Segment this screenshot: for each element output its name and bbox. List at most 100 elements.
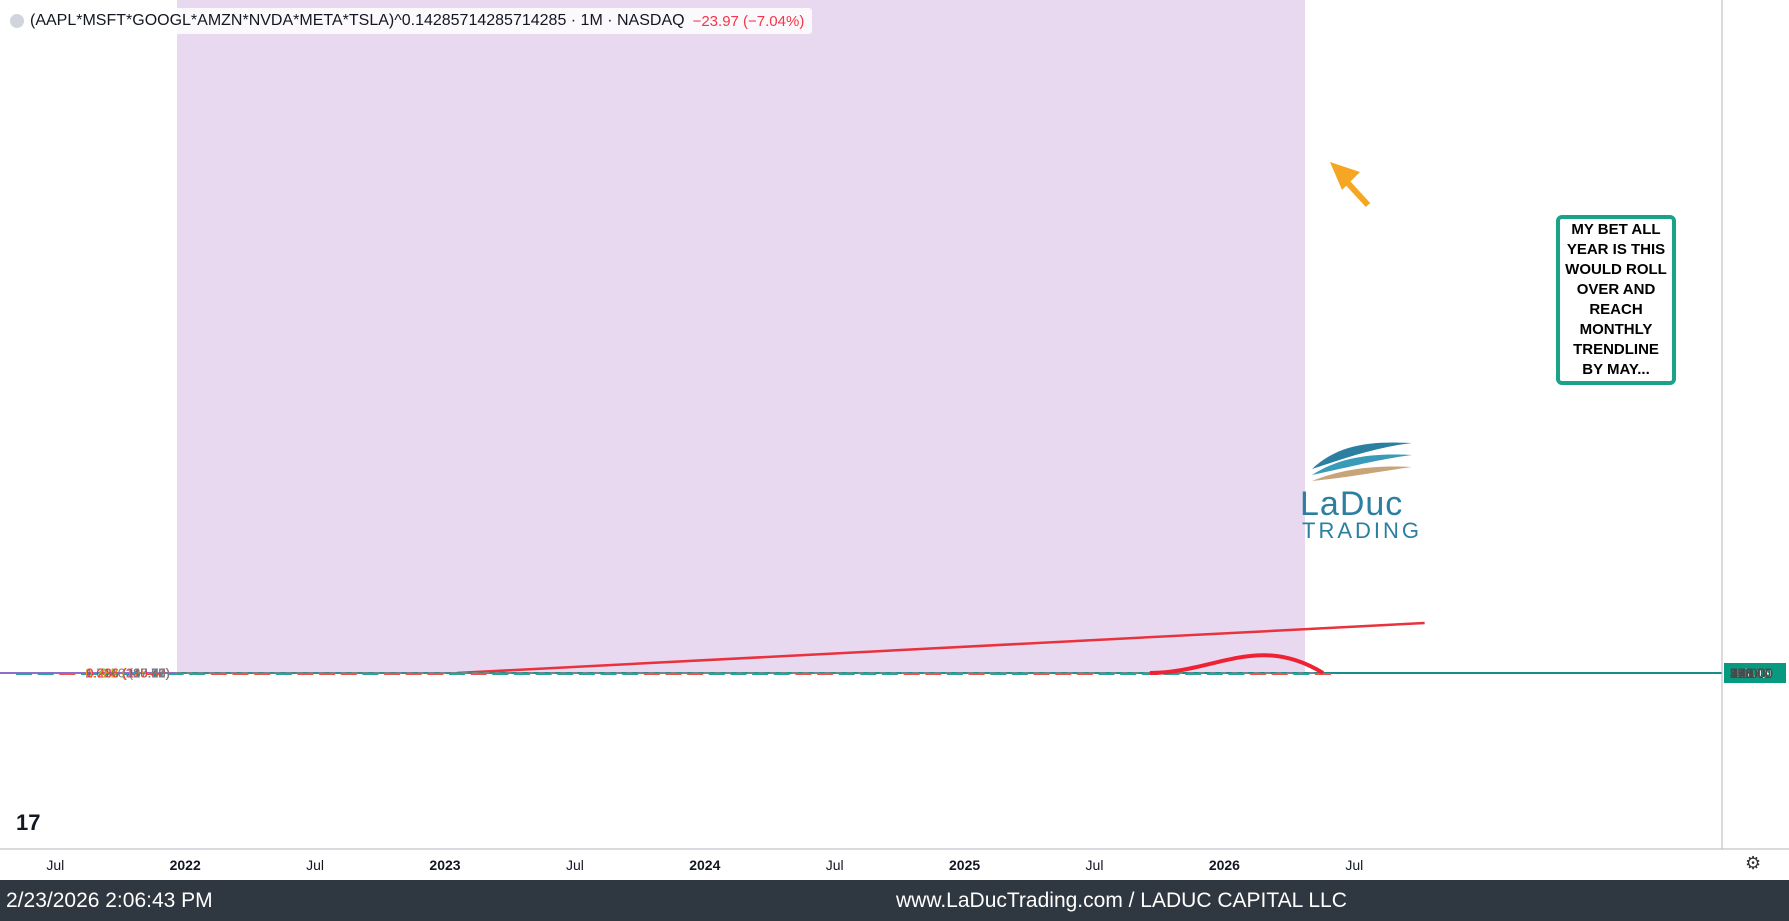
candle-2023-04 [513,673,530,675]
candle-2022-12 [427,673,444,675]
candle-body [254,673,271,675]
fib-label: 0 (87.35) [117,665,170,681]
candle-body [860,673,877,675]
candle-body [882,673,898,675]
candle-2025-08 [1120,673,1137,675]
candle-2024-03 [752,673,769,675]
candle-2026-03 [1271,673,1288,675]
price-axis-tick: 111.00 [1730,665,1771,681]
candle-body [513,673,530,675]
candle-body [795,673,812,675]
candle-body [557,673,574,675]
candle-body [622,673,639,675]
time-axis-tick: 2023 [429,857,461,873]
candle-2021-10 [124,673,141,675]
candle-body [752,673,769,675]
candle-body [1250,673,1267,675]
candle-2025-02 [990,673,1007,675]
price-tag: 87.19 [1724,663,1786,683]
candle-2021-11 [145,673,162,675]
candle-body [124,673,141,675]
fib-label: 2.618 (347.49) [85,665,170,681]
candle-2024-11 [925,673,942,675]
candle-body [1011,673,1028,675]
candle-body [1206,673,1223,675]
candle-body [838,673,855,675]
candle-2024-08 [860,673,877,675]
symbol-title: (AAPL*MSFT*GOOGL*AMZN*NVDA*META*TSLA)^0.… [30,12,685,29]
candle-body [80,673,97,675]
candle-body [1120,673,1137,675]
candle-2024-05 [795,673,812,675]
candle-body [384,673,401,675]
candle-body [16,673,32,675]
candle-2023-02 [470,673,487,675]
candle-2023-01 [449,673,465,675]
candle-body [492,673,509,675]
fib-label: 0.5 (137.03) [99,665,170,681]
candle-body [1315,673,1331,675]
candle-2021-08 [80,673,97,675]
candle-2024-02 [730,673,747,675]
candle-2022-10 [384,673,401,675]
price-axis-tick: 155.00 [1730,665,1773,681]
candle-2021-09 [102,673,119,675]
arrow-head [1330,162,1360,190]
fib-bands [177,0,1305,673]
candle-body [773,673,790,675]
candle-2021-12 [167,673,184,675]
candle-2022-11 [405,673,422,675]
candle-2025-04 [1033,673,1050,675]
timestamp: 2/23/2026 2:06:43 PM [6,889,213,912]
price-chart[interactable] [0,0,1789,880]
candle-body [535,673,552,675]
price-axis-tick: 79.00 [1730,665,1766,681]
candle-2022-04 [254,673,271,675]
candle-2025-07 [1098,673,1115,675]
candle-body [405,673,422,675]
candle-2025-10 [1163,673,1180,675]
price-axis-tick: 230.00 [1730,665,1773,681]
laduc-logo-icon [1312,442,1412,481]
candle-2021-06 [37,673,54,675]
price-axis-tick: 250.00 [1730,665,1773,681]
candle-body [362,673,379,675]
candle-2023-03 [492,673,509,675]
price-axis-tick: 93.00 [1730,665,1766,681]
time-axis-tick: 2026 [1208,857,1240,873]
candle-2024-06 [817,673,834,675]
tradingview-logo[interactable]: 17 [16,810,41,835]
candle-body [903,673,920,675]
candle-2022-07 [319,673,336,675]
gear-icon[interactable]: ⚙ [1745,853,1762,873]
footer-bar: 2/23/2026 2:06:43 PM www.LaDucTrading.co… [0,880,1789,921]
candle-body [319,673,336,675]
candle-2026-04 [1293,673,1310,675]
candle-2022-06 [297,673,314,675]
candle-2023-10 [643,673,660,675]
candle-body [340,673,357,675]
symbol-icon [10,14,24,28]
candle-body [232,673,249,675]
candle-body [1076,673,1093,675]
candle-2023-08 [600,673,617,675]
candle-body [1163,673,1180,675]
candle-2022-05 [275,673,292,675]
candle-body [189,673,206,675]
candle-body [1098,673,1115,675]
logo-name: LaDuc [1300,485,1404,523]
rollover-arc [1149,653,1325,675]
candle-2023-09 [622,673,639,675]
candle-2022-08 [340,673,357,675]
time-axis-tick: 2024 [689,857,721,873]
candle-2026-02 [1250,673,1267,675]
candle-2023-11 [665,673,682,675]
symbol-header[interactable]: (AAPL*MSFT*GOOGL*AMZN*NVDA*META*TSLA)^0.… [6,8,813,34]
candle-body [1033,673,1050,675]
candle-2026-05 [1315,673,1331,675]
candle-body [817,673,834,675]
price-change: −23.97 (−7.04%) [692,12,805,30]
candle-body [1228,673,1245,675]
candle-body [59,673,76,675]
candle-body [37,673,54,675]
